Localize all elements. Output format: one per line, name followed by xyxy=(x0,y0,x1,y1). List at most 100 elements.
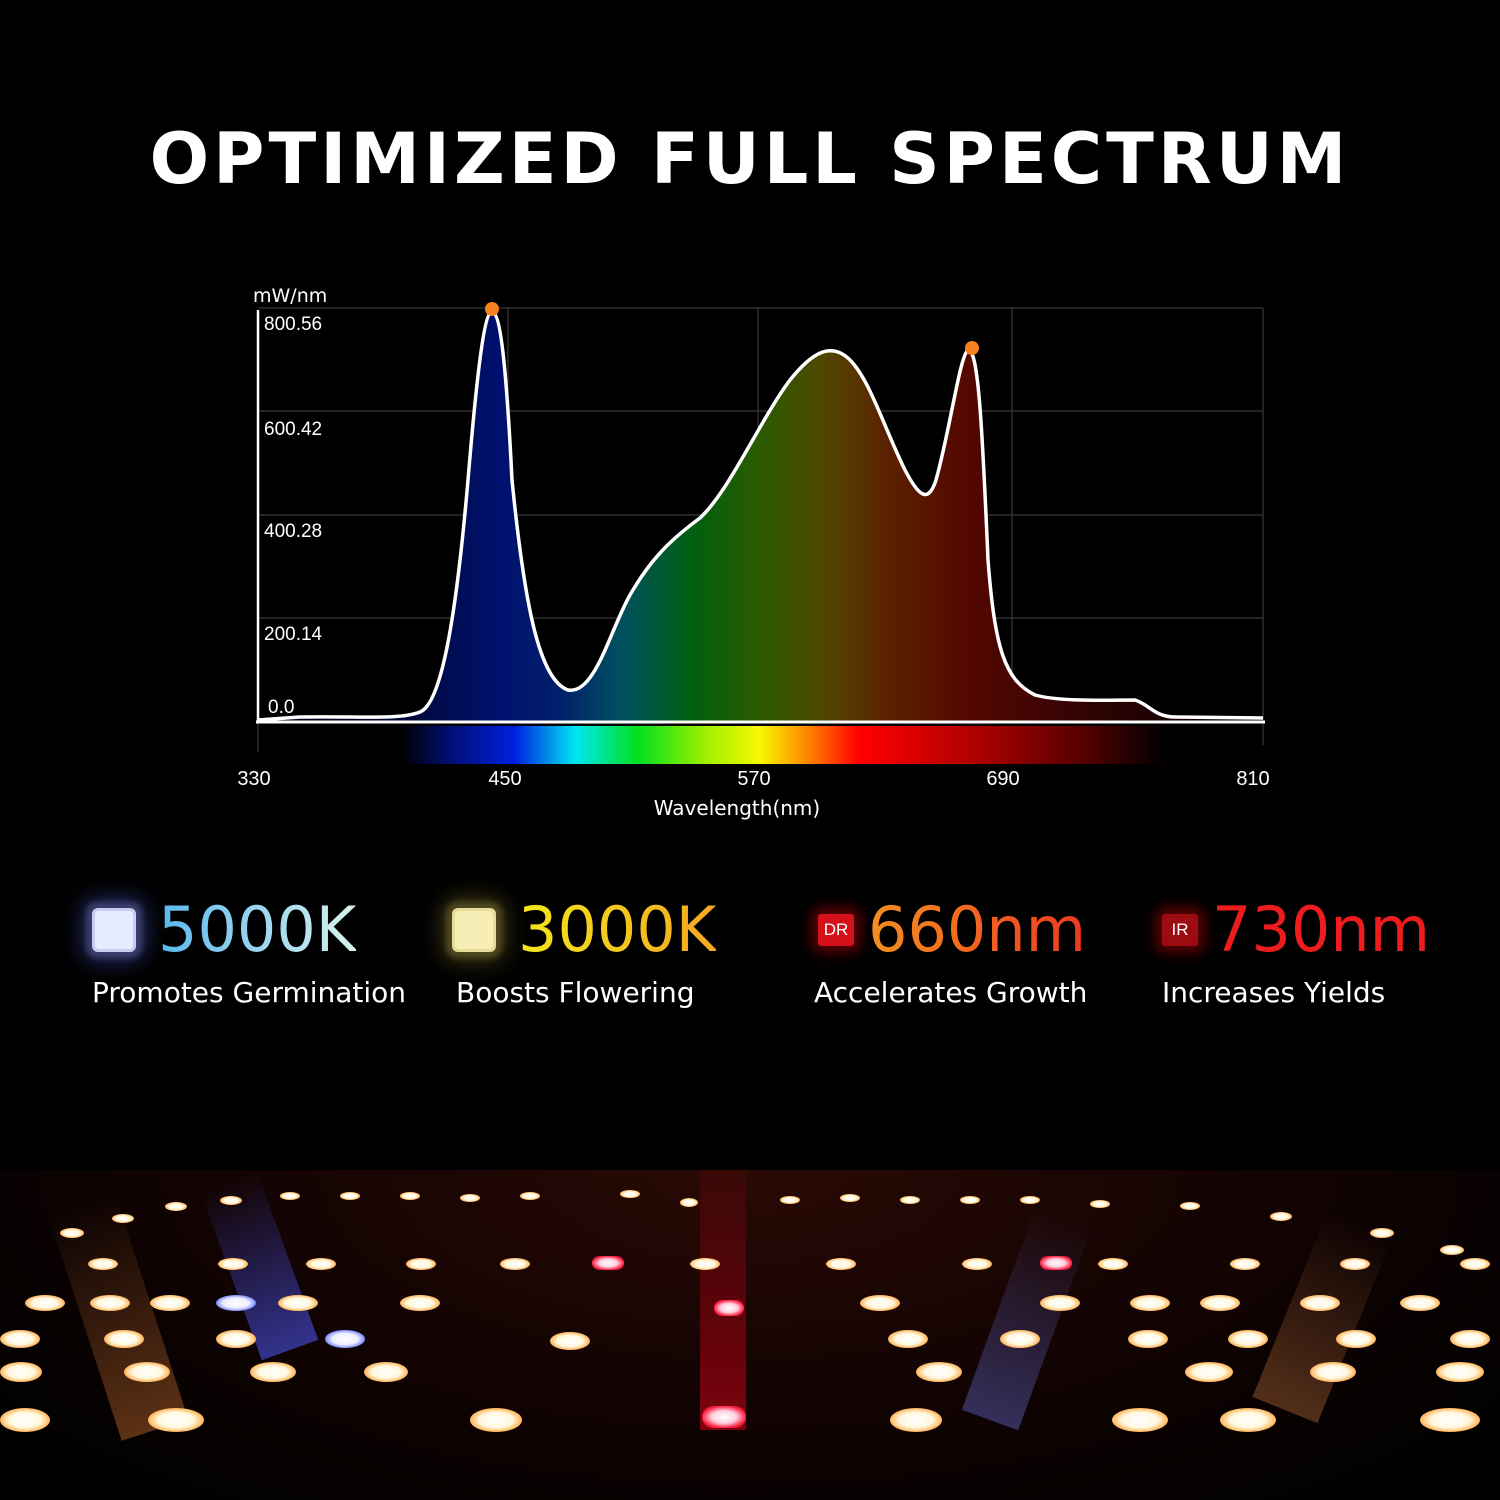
led-spot xyxy=(1130,1295,1170,1311)
led-spot-red xyxy=(592,1256,624,1270)
feature-730nm: IR 730nm Increases Yields xyxy=(1162,880,1430,1009)
led-spot xyxy=(112,1214,134,1223)
led-spot xyxy=(0,1330,40,1348)
led-spot xyxy=(900,1196,920,1204)
led-spot xyxy=(470,1408,522,1432)
led-spot xyxy=(840,1194,860,1202)
led-spot xyxy=(460,1194,480,1202)
led-spot xyxy=(620,1190,640,1198)
led-spot xyxy=(680,1198,698,1207)
led-spot xyxy=(1436,1362,1484,1382)
led-spot xyxy=(278,1295,318,1311)
led-spot xyxy=(520,1192,540,1200)
led-spot xyxy=(220,1196,242,1205)
ir-badge-icon: IR xyxy=(1162,914,1198,946)
led-spot xyxy=(400,1295,440,1311)
led-spot xyxy=(104,1330,144,1348)
led-spot xyxy=(1090,1200,1110,1208)
x-tick-label: 690 xyxy=(986,768,1020,790)
led-spot xyxy=(1228,1330,1268,1348)
feature-value: 730nm xyxy=(1212,893,1431,966)
x-tick-label: 570 xyxy=(737,768,771,790)
led-spot xyxy=(1220,1408,1276,1432)
led-spot xyxy=(826,1258,856,1270)
feature-660nm: DR 660nm Accelerates Growth xyxy=(814,880,1087,1010)
feature-5000k: 5000K Promotes Germination xyxy=(92,880,406,1009)
led-spot xyxy=(340,1192,360,1200)
led-spot xyxy=(960,1196,980,1204)
led-spot xyxy=(280,1192,300,1200)
x-axis-label: Wavelength(nm) xyxy=(653,796,821,820)
led-spot xyxy=(60,1228,84,1238)
light-shaft xyxy=(1252,1211,1393,1424)
y-tick-label: 400.28 xyxy=(264,521,323,542)
led-spot xyxy=(780,1196,800,1204)
led-spot xyxy=(1200,1295,1240,1311)
led-spot xyxy=(1185,1362,1233,1382)
led-spot xyxy=(1460,1258,1490,1270)
led-spot xyxy=(1180,1202,1200,1210)
feature-value: 5000K xyxy=(158,893,357,966)
spectrum-chart: mW/nm 800.56 600.42 400.28 200.14 0.0 33… xyxy=(237,285,1270,820)
led-spot-red xyxy=(1040,1256,1072,1270)
spectrum-area xyxy=(258,312,1263,721)
led-spot xyxy=(1020,1196,1040,1204)
led-spot xyxy=(90,1295,130,1311)
warm-led-chip-icon xyxy=(452,908,496,952)
led-spot xyxy=(216,1330,256,1348)
feature-description: Boosts Flowering xyxy=(456,976,695,1009)
x-tick-label: 810 xyxy=(1236,768,1270,790)
led-spot xyxy=(0,1362,42,1382)
led-spot xyxy=(916,1362,962,1382)
light-shaft xyxy=(961,1203,1094,1431)
led-spot-red xyxy=(714,1300,744,1316)
led-spot xyxy=(1420,1408,1480,1432)
led-spot xyxy=(1370,1228,1394,1238)
led-spot xyxy=(1300,1295,1340,1311)
feature-value: 660nm xyxy=(868,893,1087,966)
led-spot xyxy=(500,1258,530,1270)
white-led-chip-icon xyxy=(92,908,136,952)
led-spot xyxy=(165,1202,187,1211)
led-light-floor-image xyxy=(0,1170,1500,1500)
led-spot xyxy=(216,1295,256,1311)
led-spot xyxy=(1128,1330,1168,1348)
led-spot xyxy=(860,1295,900,1311)
led-spot xyxy=(148,1408,204,1432)
feature-description: Promotes Germination xyxy=(92,976,407,1009)
led-spot xyxy=(1040,1295,1080,1311)
feature-description: Increases Yields xyxy=(1162,976,1386,1009)
y-tick-label: 200.14 xyxy=(264,624,323,645)
led-spot xyxy=(690,1258,720,1270)
feature-description: Accelerates Growth xyxy=(814,976,1088,1009)
led-spot-red xyxy=(702,1406,746,1428)
visible-spectrum-bar xyxy=(400,726,1165,764)
led-spot xyxy=(218,1258,248,1270)
y-tick-label: 600.42 xyxy=(264,419,323,440)
led-spot xyxy=(1112,1408,1168,1432)
led-spot xyxy=(1310,1362,1356,1382)
led-spot xyxy=(0,1408,50,1432)
led-spot xyxy=(1000,1330,1040,1348)
led-spot xyxy=(1270,1212,1292,1221)
peak-marker-blue xyxy=(485,302,499,316)
feature-3000k: 3000K Boosts Flowering xyxy=(452,880,716,1009)
spectrum-plot xyxy=(256,302,1265,764)
led-spot xyxy=(962,1258,992,1270)
led-spot xyxy=(124,1362,170,1382)
x-tick-label: 330 xyxy=(237,768,271,790)
y-tick-label: 800.56 xyxy=(264,314,323,335)
x-tick-label: 450 xyxy=(488,768,522,790)
y-tick-label: 0.0 xyxy=(268,697,295,718)
led-spot xyxy=(25,1295,65,1311)
led-spot xyxy=(1230,1258,1260,1270)
led-spot xyxy=(400,1192,420,1200)
spectrum-curve xyxy=(257,310,1264,722)
y-axis-unit: mW/nm xyxy=(253,285,328,307)
led-spot xyxy=(1450,1330,1490,1348)
page-title: OPTIMIZED FULL SPECTRUM xyxy=(149,118,1351,200)
feature-list: 5000K Promotes Germination 3000K Boosts … xyxy=(0,880,1500,1040)
led-spot xyxy=(550,1332,590,1350)
peak-marker-red xyxy=(965,341,979,355)
led-spot xyxy=(150,1295,190,1311)
